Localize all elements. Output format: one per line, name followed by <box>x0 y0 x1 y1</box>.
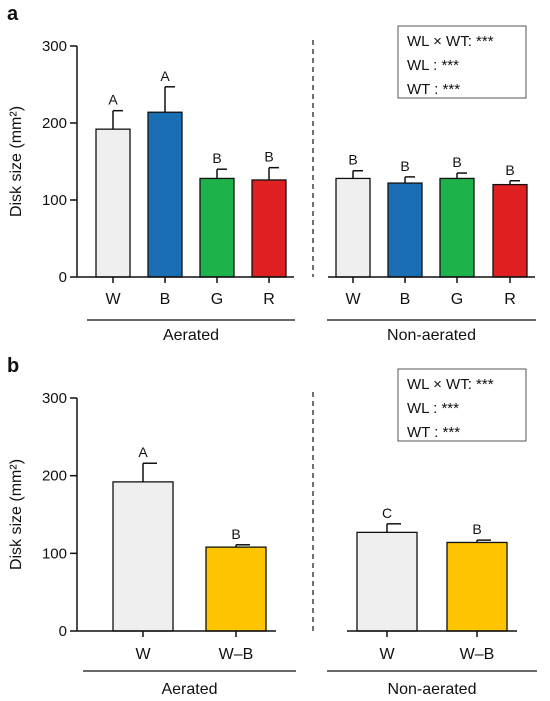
significance-letter: A <box>138 444 148 460</box>
stats-box <box>397 25 527 99</box>
significance-letter: A <box>160 68 170 84</box>
y-tick-label: 200 <box>42 468 67 485</box>
bar <box>112 481 174 632</box>
group-label: Aerated <box>163 327 219 344</box>
significance-letter: B <box>452 154 461 170</box>
significance-letter: C <box>382 505 392 521</box>
panel-letter: a <box>7 3 19 25</box>
panel-b: b 0 100 200 300 Disk size (mm²) A W B W–B Aerated C… <box>7 355 537 698</box>
significance-letter: B <box>400 158 409 174</box>
y-axis-label: Disk size (mm²) <box>8 459 25 570</box>
stats-line: WL : *** <box>407 57 459 74</box>
bar <box>492 183 528 278</box>
stats-line: WT : *** <box>407 81 460 98</box>
stats-line: WL × WT: *** <box>407 376 494 393</box>
bar <box>387 182 423 278</box>
x-tick-label: W <box>379 646 395 663</box>
y-tick-label: 300 <box>42 38 67 55</box>
panel-letter: b <box>7 355 19 377</box>
bar <box>251 179 287 278</box>
panel-a: a 0 100 200 300 Disk size (mm²) A W A B B G B R Aerate… <box>7 3 536 344</box>
bar <box>439 177 475 278</box>
x-tick-label: B <box>400 291 411 308</box>
significance-letter: B <box>348 152 357 168</box>
significance-letter: B <box>505 162 514 178</box>
bar <box>335 177 371 278</box>
y-tick-label: 200 <box>42 115 67 132</box>
group-label: Aerated <box>161 681 217 698</box>
significance-letter: B <box>264 149 273 165</box>
stats-line: WL : *** <box>407 400 459 417</box>
group-label: Non-aerated <box>388 681 477 698</box>
stats-line: WL × WT: *** <box>407 33 494 50</box>
y-tick-label: 0 <box>59 269 67 286</box>
bar <box>199 177 235 278</box>
group-label: Non-aerated <box>387 327 476 344</box>
x-tick-label: W–B <box>460 646 495 663</box>
x-tick-label: G <box>211 291 223 308</box>
y-tick-label: 0 <box>59 623 67 640</box>
x-tick-label: R <box>504 291 516 308</box>
y-tick-label: 100 <box>42 192 67 209</box>
x-tick-label: G <box>451 291 463 308</box>
significance-letter: B <box>472 521 481 537</box>
bar <box>147 111 183 278</box>
significance-letter: B <box>212 150 221 166</box>
x-tick-label: W <box>105 291 121 308</box>
bar <box>205 546 267 632</box>
x-tick-label: W–B <box>219 646 254 663</box>
bar <box>356 531 418 632</box>
x-tick-label: R <box>263 291 275 308</box>
stats-line: WT : *** <box>407 424 460 441</box>
significance-letter: B <box>231 526 240 542</box>
y-axis-label: Disk size (mm²) <box>8 106 25 217</box>
y-tick-label: 300 <box>42 390 67 407</box>
x-tick-label: W <box>345 291 361 308</box>
x-tick-label: W <box>135 646 151 663</box>
bar <box>95 128 131 278</box>
x-tick-label: B <box>160 291 171 308</box>
significance-letter: A <box>108 92 118 108</box>
stats-box <box>397 368 527 442</box>
bar <box>446 541 508 632</box>
y-tick-label: 100 <box>42 545 67 562</box>
